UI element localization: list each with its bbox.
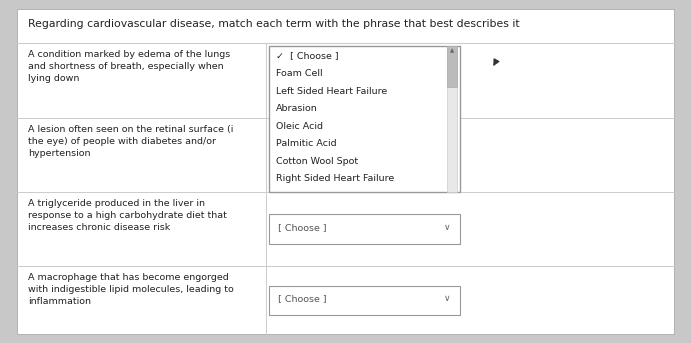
Text: A condition marked by edema of the lungs
and shortness of breath, especially whe: A condition marked by edema of the lungs… [28, 50, 230, 83]
Text: Foam Cell: Foam Cell [276, 69, 323, 78]
Text: Regarding cardiovascular disease, match each term with the phrase that best desc: Regarding cardiovascular disease, match … [28, 19, 519, 29]
Text: Palmitic Acid: Palmitic Acid [276, 139, 337, 148]
Bar [447, 46, 457, 87]
Bar [269, 46, 460, 192]
Text: Left Sided Heart Failure: Left Sided Heart Failure [276, 86, 388, 96]
Text: Cotton Wool Spot: Cotton Wool Spot [276, 157, 359, 166]
Text: Oleic Acid: Oleic Acid [276, 122, 323, 131]
Text: Abrasion: Abrasion [276, 104, 318, 113]
Text: [ Choose ]: [ Choose ] [278, 294, 326, 303]
Text: ∨: ∨ [444, 294, 451, 303]
Bar [447, 46, 457, 192]
Text: A macrophage that has become engorged
with indigestible lipid molecules, leading: A macrophage that has become engorged wi… [28, 273, 234, 306]
Text: A lesion often seen on the retinal surface (i
the eye) of people with diabetes a: A lesion often seen on the retinal surfa… [28, 125, 233, 158]
Bar [269, 285, 460, 315]
Bar [269, 214, 460, 244]
Text: Right Sided Heart Failure: Right Sided Heart Failure [276, 174, 395, 184]
Text: ∨: ∨ [444, 223, 451, 232]
Text: A triglyceride produced in the liver in
response to a high carbohydrate diet tha: A triglyceride produced in the liver in … [28, 199, 227, 232]
Text: ✓  [ Choose ]: ✓ [ Choose ] [276, 51, 339, 60]
Text: [ Choose ]: [ Choose ] [278, 223, 326, 232]
Text: ▲: ▲ [450, 48, 454, 53]
